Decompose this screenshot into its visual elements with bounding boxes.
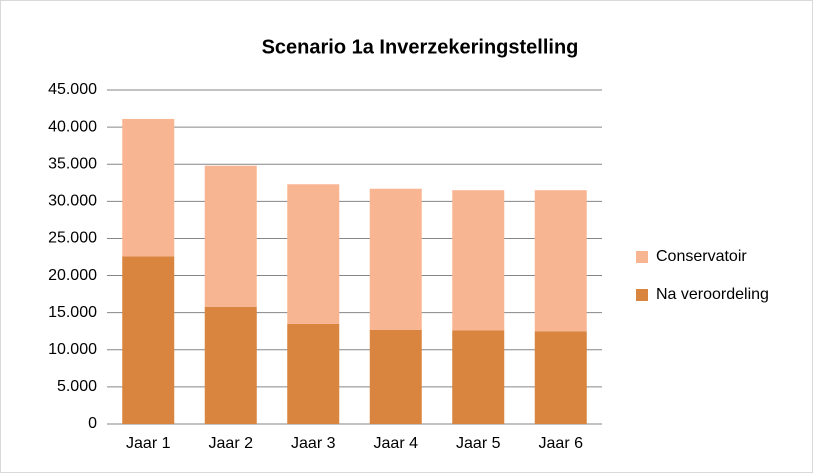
y-tick-label: 35.000 — [48, 155, 97, 172]
legend-swatch — [636, 251, 648, 263]
x-tick-label: Jaar 3 — [291, 435, 336, 452]
x-tick-label: Jaar 1 — [126, 435, 171, 452]
bar-segment — [287, 184, 340, 324]
y-tick-label: 20.000 — [48, 267, 97, 284]
x-tick-label: Jaar 2 — [209, 435, 254, 452]
bar-segment — [534, 190, 587, 332]
x-tick-label: Jaar 6 — [539, 435, 584, 452]
legend-label: Conservatoir — [656, 248, 747, 265]
y-tick-label: 25.000 — [48, 230, 97, 247]
bar-segment — [452, 190, 505, 331]
bar-segment — [122, 256, 175, 424]
bar-segment — [369, 329, 422, 424]
legend-label: Na veroordeling — [656, 286, 769, 303]
bar-segment — [452, 330, 505, 424]
chart-title: Scenario 1a Inverzekeringstelling — [262, 36, 579, 58]
y-tick-label: 40.000 — [48, 118, 97, 135]
bar-segment — [534, 331, 587, 424]
legend-swatch — [636, 289, 648, 301]
y-tick-label: 45.000 — [48, 81, 97, 98]
bar-segment — [287, 323, 340, 424]
bar-segment — [204, 306, 257, 424]
x-tick-label: Jaar 5 — [456, 435, 501, 452]
y-tick-label: 0 — [88, 415, 97, 432]
bar-segment — [369, 188, 422, 330]
y-tick-label: 5.000 — [57, 378, 97, 395]
bar-segment — [122, 118, 175, 257]
x-tick-label: Jaar 4 — [374, 435, 419, 452]
y-tick-label: 15.000 — [48, 304, 97, 321]
y-tick-label: 10.000 — [48, 341, 97, 358]
y-tick-label: 30.000 — [48, 193, 97, 210]
bar-segment — [204, 165, 257, 307]
